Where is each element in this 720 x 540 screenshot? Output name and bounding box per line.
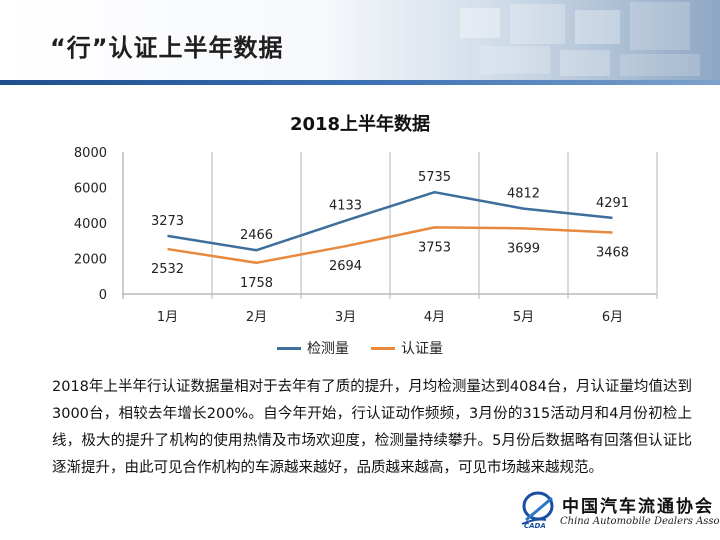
association-logo: CADA 中国汽车流通协会 China Automobile Dealers A… <box>516 490 720 536</box>
data-label: 5735 <box>418 170 451 185</box>
legend-item-certification: 认证量 <box>371 338 443 358</box>
logo-abbreviation: CADA <box>524 522 546 530</box>
x-tick-label: 1月 <box>157 310 178 325</box>
y-tick-label: 2000 <box>74 253 107 268</box>
legend-swatch-certification <box>371 346 395 350</box>
slide-title: “行”认证上半年数据 <box>50 34 284 62</box>
series-line-inspection <box>167 190 613 252</box>
legend-label-certification: 认证量 <box>401 341 443 357</box>
summary-paragraph: 2018年上半年行认证数据量相对于去年有了质的提升，月均检测量达到4084台，月… <box>52 379 692 476</box>
x-tick-label: 5月 <box>513 310 534 325</box>
data-label: 4291 <box>596 196 629 211</box>
data-label: 1758 <box>240 276 273 291</box>
x-tick-label: 3月 <box>335 310 356 325</box>
legend-item-inspection: 检测量 <box>277 338 349 358</box>
chart-axes <box>122 152 658 299</box>
chart-series <box>167 190 613 265</box>
series-line-certification <box>167 226 613 265</box>
data-label: 3468 <box>596 245 629 260</box>
logo-emblem <box>521 491 554 525</box>
logo-chinese-name: 中国汽车流通协会 <box>562 497 714 517</box>
header-band: “行”认证上半年数据 <box>0 0 720 80</box>
data-label: 2466 <box>240 228 273 243</box>
y-tick-label: 0 <box>99 288 107 303</box>
data-label: 3753 <box>418 240 451 255</box>
legend-label-inspection: 检测量 <box>307 341 349 357</box>
chart-legend: 检测量 认证量 <box>0 338 720 358</box>
data-label: 4133 <box>329 199 362 214</box>
x-tick-label: 4月 <box>424 310 445 325</box>
chart-title: 2018上半年数据 <box>289 114 431 135</box>
data-label: 4812 <box>507 187 540 202</box>
legend-swatch-inspection <box>277 346 301 350</box>
logo-english-name: China Automobile Dealers Association <box>560 516 720 527</box>
data-label: 2694 <box>329 259 362 274</box>
y-tick-label: 4000 <box>74 217 107 232</box>
y-tick-label: 6000 <box>74 182 107 197</box>
data-label: 2532 <box>151 262 184 277</box>
chart-labels: 0 2000 4000 6000 8000 1月 2月 3月 4月 5月 6月 3273 2466 413… <box>74 146 629 325</box>
x-tick-label: 6月 <box>602 310 623 325</box>
header-decoration <box>460 2 700 76</box>
data-label: 3699 <box>507 241 540 256</box>
data-label: 3273 <box>151 214 184 229</box>
x-tick-label: 2月 <box>246 310 267 325</box>
line-chart: 0 2000 4000 6000 8000 1月 2月 3月 4月 5月 6月 3273 2466 413… <box>74 146 658 325</box>
header-divider <box>0 80 720 85</box>
y-tick-label: 8000 <box>74 146 107 161</box>
